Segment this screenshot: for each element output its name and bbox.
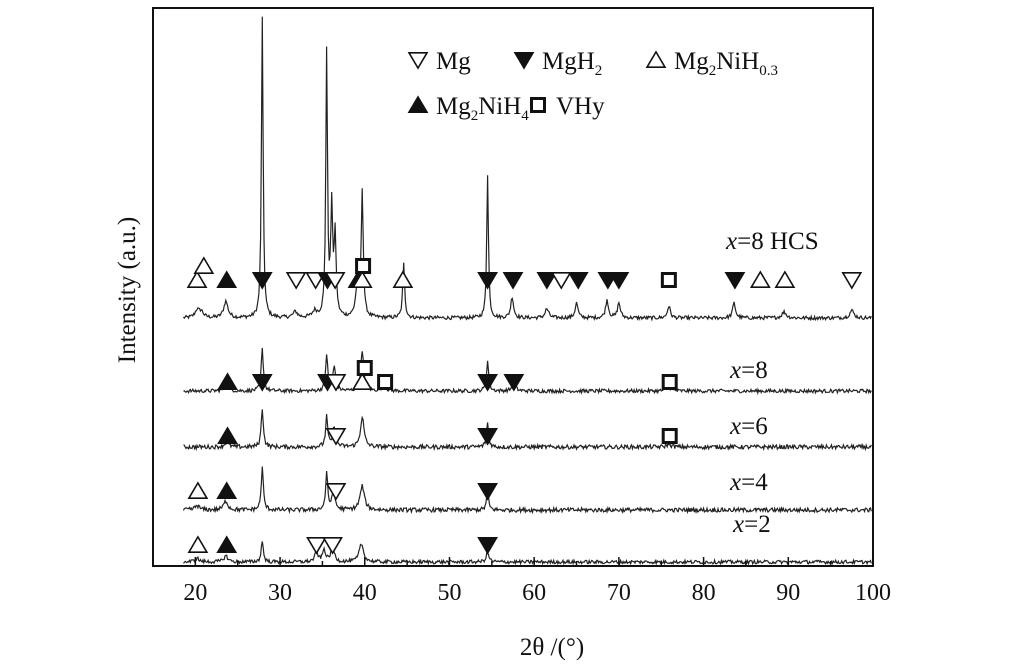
peak-marker-1-12 <box>392 270 414 289</box>
x-tick-label: 30 <box>268 580 292 606</box>
peak-marker-1-22 <box>749 270 771 289</box>
peak-marker-1-4 <box>251 271 273 290</box>
peak-marker-2-5 <box>351 372 373 391</box>
peak-marker-1-2 <box>193 256 215 275</box>
legend-symbol-4 <box>407 95 429 113</box>
series-label-5: x=2 <box>732 511 771 538</box>
peak-marker-1-16 <box>550 271 572 290</box>
peak-marker-2-10 <box>661 374 678 390</box>
x-tick-label: 50 <box>437 580 461 606</box>
peak-marker-4-2 <box>216 481 238 500</box>
peak-marker-2-1 <box>217 372 238 391</box>
peak-marker-1-11 <box>355 258 372 274</box>
peak-marker-5-1 <box>187 535 209 554</box>
series-line-5 <box>183 541 872 566</box>
peak-marker-1-23 <box>774 270 796 289</box>
peak-marker-1-19 <box>608 271 630 290</box>
peak-marker-2-4 <box>325 373 347 392</box>
x-tick-label: 40 <box>353 580 377 606</box>
peak-marker-1-24 <box>841 271 863 290</box>
x-tick-label: 70 <box>607 580 631 606</box>
x-tick-label: 60 <box>522 580 546 606</box>
peak-marker-1-3 <box>216 270 238 289</box>
peak-marker-4-1 <box>187 481 209 500</box>
peak-marker-5-3 <box>306 536 327 555</box>
peak-marker-1-15 <box>536 271 558 290</box>
peak-marker-1-5 <box>285 271 307 290</box>
peak-marker-1-10 <box>351 270 373 289</box>
peak-marker-3-4 <box>661 428 678 444</box>
peak-marker-2-9 <box>503 373 525 392</box>
series-line-4 <box>182 466 872 515</box>
y-axis-title: Intensity (a.u.) <box>114 217 141 363</box>
legend-label-2: MgH2 <box>542 48 602 79</box>
peak-marker-1-8 <box>324 271 346 290</box>
series-label-3: x=6 <box>729 413 768 440</box>
legend-symbol-5 <box>530 97 546 113</box>
peak-marker-1-14 <box>502 271 524 290</box>
series-label-4: x=4 <box>729 469 768 496</box>
plot-frame <box>152 7 874 567</box>
x-tick-label: 20 <box>183 580 207 606</box>
series-line-3 <box>183 409 872 452</box>
x-tick-label: 100 <box>855 580 891 606</box>
legend: Mg MgH2 Mg2NiH0.3 Mg2NiH4 VHy <box>407 48 778 124</box>
peak-marker-3-1 <box>217 426 238 445</box>
peak-marker-3-2 <box>325 427 347 446</box>
x-tick-label: 80 <box>692 580 716 606</box>
peak-marker-1-20 <box>660 272 677 288</box>
legend-label-5: VHy <box>556 93 605 120</box>
series-label-2: x=8 <box>729 357 768 384</box>
x-axis-title: 2θ /(°) <box>520 634 584 661</box>
peak-marker-2-2 <box>251 373 273 392</box>
peak-marker-2-6 <box>356 360 373 376</box>
peak-marker-1-21 <box>724 271 746 290</box>
legend-symbol-1 <box>407 51 429 70</box>
x-axis: 20 30 40 50 60 70 80 90 100 <box>152 557 891 606</box>
legend-symbol-3 <box>645 50 667 68</box>
legend-label-1: Mg <box>436 48 471 75</box>
series-label-1: x=8 HCS <box>725 228 819 255</box>
peak-marker-5-5 <box>477 536 498 555</box>
legend-label-4: Mg2NiH4 <box>436 93 529 124</box>
peak-marker-4-3 <box>325 482 347 501</box>
peak-marker-5-4 <box>322 536 343 555</box>
peak-marker-2-7 <box>377 374 394 390</box>
legend-symbol-2 <box>513 51 535 70</box>
peak-marker-1-1 <box>186 270 208 289</box>
series-line-1 <box>183 16 872 322</box>
x-tick-label: 90 <box>776 580 800 606</box>
peak-marker-1-13 <box>477 271 498 290</box>
curves-layer: x=8 HCS x=8 x=6 x=4 x=2 <box>182 16 872 566</box>
series-line-2 <box>183 347 872 396</box>
peak-marker-2-8 <box>477 373 498 392</box>
peak-marker-5-2 <box>216 535 238 554</box>
peak-marker-4-4 <box>477 482 498 501</box>
peak-marker-1-17 <box>567 271 589 290</box>
markers-layer <box>186 256 863 555</box>
legend-label-3: Mg2NiH0.3 <box>674 48 778 79</box>
peak-marker-3-3 <box>477 427 498 446</box>
